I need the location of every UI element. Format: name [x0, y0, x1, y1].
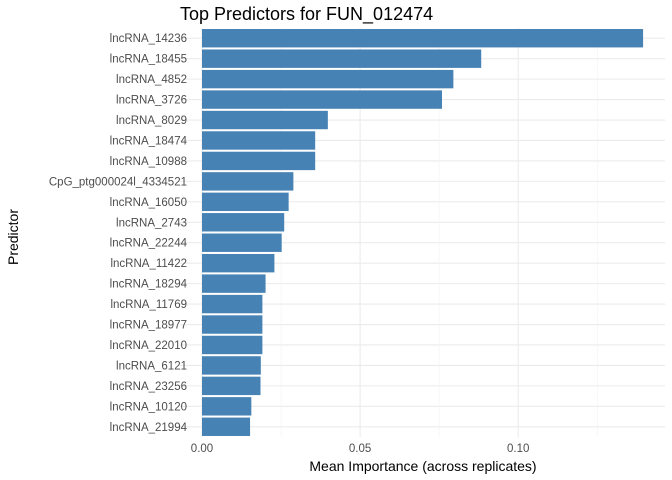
bar: [202, 172, 294, 191]
bar: [202, 294, 263, 314]
y-tick-label: lncRNA_11769: [110, 299, 187, 311]
bar: [202, 397, 252, 416]
y-tick-label: lncRNA_16050: [110, 197, 187, 209]
bar: [202, 356, 261, 375]
bar: [202, 110, 328, 130]
y-tick-label: lncRNA_11422: [110, 258, 187, 270]
bar: [202, 213, 285, 232]
y-tick-label: lncRNA_22010: [110, 340, 187, 352]
y-tick-label: lncRNA_10988: [110, 156, 187, 168]
y-tick-label: lncRNA_3726: [116, 95, 187, 107]
x-tick-label: 0.05: [349, 443, 371, 455]
y-tick-label: lncRNA_18977: [110, 320, 187, 332]
x-tick-label: 0.00: [191, 443, 213, 455]
y-tick-label: lncRNA_10120: [110, 401, 187, 413]
bar: [202, 192, 289, 212]
bar: [202, 335, 263, 355]
x-tick-labels: 0.00 0.05 0.10: [191, 443, 530, 455]
bar: [202, 69, 454, 89]
y-tick-label: lncRNA_21994: [110, 422, 188, 434]
x-axis-title: Mean Importance (across replicates): [309, 458, 536, 474]
bar: [202, 151, 316, 171]
bar: [202, 29, 644, 48]
bar: [202, 315, 263, 334]
bar: [202, 376, 261, 396]
bars: [202, 29, 644, 436]
y-tick-label: lncRNA_18474: [110, 135, 188, 147]
bar: [202, 131, 316, 150]
y-axis-title: Predictor: [5, 209, 21, 265]
y-tick-label: lncRNA_18455: [110, 54, 187, 66]
bar: [202, 233, 282, 252]
y-tick-label: lncRNA_14236: [110, 33, 187, 45]
y-tick-label: CpG_ptg000024l_4334521: [49, 176, 187, 188]
y-tick-label: lncRNA_2743: [116, 217, 187, 229]
y-tick-labels: lncRNA_14236 lncRNA_18455 lncRNA_4852 lncRN…: [49, 33, 188, 434]
y-tick-label: lncRNA_22244: [110, 238, 188, 250]
y-tick-label: lncRNA_4852: [116, 74, 187, 86]
bar: [202, 49, 482, 68]
y-tick-label: lncRNA_8029: [116, 115, 187, 127]
bar: [202, 253, 275, 273]
bar: [202, 90, 442, 109]
y-tick-label: lncRNA_18294: [110, 279, 188, 291]
chart-title: Top Predictors for FUN_012474: [180, 4, 433, 25]
gridlines: [180, 28, 665, 437]
bar: [202, 274, 266, 293]
bar: [202, 417, 251, 436]
y-tick-label: lncRNA_23256: [110, 381, 187, 393]
x-tick-label: 0.10: [507, 443, 529, 455]
y-tick-label: lncRNA_6121: [116, 360, 187, 372]
